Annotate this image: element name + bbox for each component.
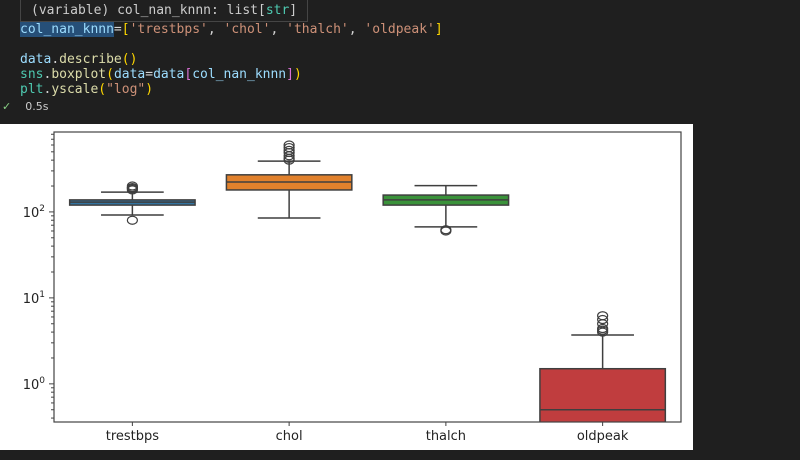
tick-base: 10: [23, 206, 40, 221]
outlier-point: [126, 215, 138, 225]
code-token: [: [184, 67, 193, 82]
code-token: 'chol': [223, 22, 271, 37]
tick-base: 10: [23, 292, 40, 307]
code-token: col_nan_knnn: [192, 67, 287, 82]
outlier-point: [597, 314, 609, 325]
code-token: 'oldpeak': [364, 22, 435, 37]
outlier-point: [126, 181, 138, 191]
outlier-point: [283, 145, 295, 155]
code-editor[interactable]: col_nan_knnn=['trestbps', 'chol', 'thalc…: [20, 22, 443, 97]
code-token: .: [43, 82, 52, 97]
y-tick-label: 100: [23, 376, 46, 393]
code-token: (: [98, 82, 107, 97]
code-token: yscale: [51, 82, 99, 97]
outlier-point: [283, 142, 295, 153]
tooltip-suffix: ]: [289, 3, 298, 18]
x-tick-label: thalch: [426, 429, 466, 444]
check-icon: ✓: [2, 100, 12, 113]
tick-exponent: 0: [39, 376, 45, 386]
code-token: .: [51, 52, 60, 67]
x-tick-label: trestbps: [106, 429, 160, 444]
code-token: (: [106, 67, 114, 82]
plot-area: [68, 140, 667, 422]
outlier-point: [597, 311, 609, 321]
code-line[interactable]: col_nan_knnn=['trestbps', 'chol', 'thalc…: [20, 22, 443, 37]
code-token: sns: [20, 67, 44, 82]
code-line[interactable]: plt.yscale("log"): [20, 82, 443, 97]
outlier-point: [283, 140, 295, 150]
code-token: data: [113, 67, 146, 82]
code-token: ,: [207, 22, 224, 37]
code-token: ,: [348, 22, 365, 37]
code-line[interactable]: [20, 37, 443, 52]
code-token: ): [293, 67, 302, 82]
code-token: ): [145, 82, 154, 97]
hover-tooltip: (variable) col_nan_knnn: list[str]: [20, 0, 309, 22]
code-line[interactable]: data.describe(): [20, 52, 443, 67]
outlier-point: [440, 225, 452, 235]
tick-exponent: 2: [39, 204, 45, 214]
cell-status: ✓ 0.5s: [0, 100, 48, 114]
code-token: "log": [106, 82, 146, 97]
code-token: (): [121, 52, 138, 67]
box-oldpeak: [539, 367, 667, 422]
code-token: .: [43, 67, 52, 82]
code-token: data: [20, 52, 52, 67]
code-token: 'trestbps': [129, 22, 208, 37]
axes-frame: [53, 131, 682, 423]
tooltip-signature: (variable) col_nan_knnn: list[: [31, 3, 266, 18]
code-token: =: [113, 22, 122, 37]
execution-time: 0.5s: [25, 100, 49, 113]
cell-output: trestbps chol thalch oldpeak 100 101 102: [0, 124, 693, 450]
code-token: ,: [270, 22, 287, 37]
tooltip-type: str: [265, 3, 290, 18]
x-tick-label: oldpeak: [577, 429, 629, 444]
code-line[interactable]: sns.boxplot(data=data[col_nan_knnn]): [20, 67, 443, 82]
code-token: 'thalch': [286, 22, 349, 37]
code-token: describe: [59, 52, 122, 67]
y-tick-label: 102: [23, 204, 45, 221]
code-token: =: [145, 67, 154, 82]
code-token: boxplot: [51, 67, 107, 82]
code-token: ]: [286, 67, 294, 82]
x-tick-label: chol: [276, 429, 303, 444]
code-token: data: [153, 67, 185, 82]
code-token: ]: [434, 22, 443, 37]
tick-base: 10: [23, 378, 40, 393]
code-token: [: [121, 22, 130, 37]
code-token: col_nan_knnn: [20, 22, 114, 37]
code-token: plt: [20, 82, 44, 97]
tick-exponent: 1: [39, 290, 45, 300]
outlier-point: [597, 323, 609, 334]
y-tick-label: 101: [23, 290, 45, 307]
